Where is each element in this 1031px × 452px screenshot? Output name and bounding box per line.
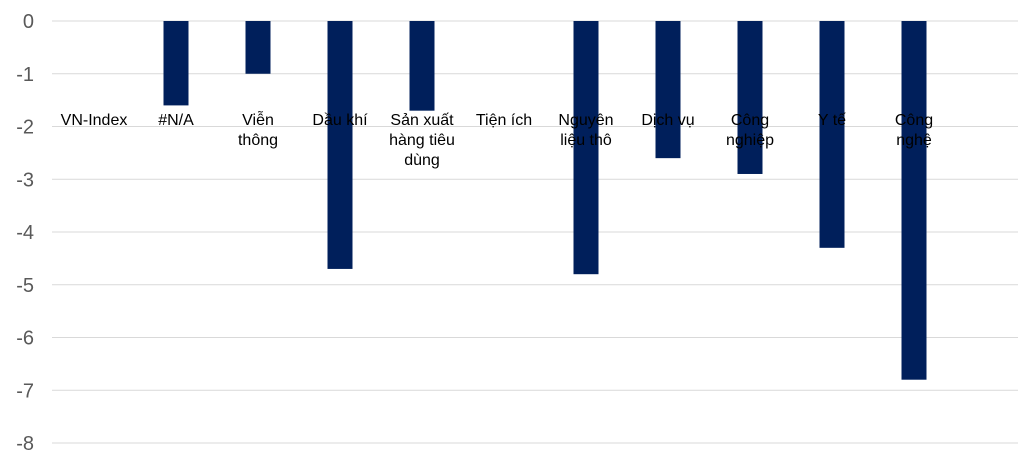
category-label-line: liệu thô [560, 132, 612, 149]
category-label: Dầu khí [312, 112, 368, 129]
category-label-line: Tiện ích [476, 112, 532, 129]
category-label-line: thông [238, 132, 278, 149]
category-label: VN-Index [61, 112, 128, 129]
bar [737, 21, 763, 174]
category-label: Nguyên liệu thô [558, 112, 613, 149]
bar [245, 21, 271, 74]
y-tick-label: -4 [16, 222, 34, 244]
category-label: Công nghiệp [726, 112, 774, 149]
y-tick-label: -6 [16, 328, 34, 350]
category-label: Y tế [818, 112, 846, 129]
y-tick-label: -1 [16, 64, 34, 86]
category-label: Sản xuất hàng tiêu dùng [389, 112, 455, 169]
category-label-line: nghiệp [726, 132, 774, 149]
category-label: Tiện ích [476, 112, 532, 129]
category-label: Viễn thông [238, 110, 278, 149]
y-tick-label: -2 [16, 117, 34, 139]
category-label-line: Nguyên [558, 112, 613, 129]
category-label-line: Y tế [818, 112, 846, 129]
category-label-line: #N/A [158, 112, 194, 129]
gridlines [52, 20, 1018, 444]
category-label-line: Sản xuất [390, 112, 454, 129]
category-label: Công nghệ [895, 112, 933, 149]
bar [819, 21, 845, 248]
category-label-line: Dầu khí [312, 112, 368, 129]
category-label-line: nghệ [896, 132, 932, 149]
y-tick-label: -3 [16, 169, 34, 191]
category-label-line: hàng tiêu [389, 132, 455, 149]
bar [573, 21, 599, 275]
bars [163, 21, 927, 380]
bar [163, 21, 189, 106]
y-tick-label: -7 [16, 380, 34, 402]
category-label-line: Viễn [242, 110, 274, 129]
y-tick-label: 0 [23, 11, 34, 33]
bar [901, 21, 927, 380]
y-axis-tick-labels: 0 -1 -2 -3 -4 -5 -6 -7 -8 [16, 11, 34, 452]
bar [327, 21, 353, 269]
category-label-line: Công [895, 112, 933, 129]
category-label: #N/A [158, 112, 194, 129]
category-label-line: Công [731, 112, 769, 129]
y-tick-label: -5 [16, 275, 34, 297]
bar [409, 21, 435, 111]
y-tick-label: -8 [16, 433, 34, 452]
category-label-line: dùng [404, 152, 440, 169]
category-label: Dịch vụ [641, 112, 694, 129]
category-labels: VN-Index #N/A Viễn thông Dầu khí Sản xuất hàng… [61, 110, 933, 169]
category-label-line: Dịch vụ [641, 112, 694, 129]
bar [655, 21, 681, 159]
category-label-line: VN-Index [61, 112, 128, 129]
